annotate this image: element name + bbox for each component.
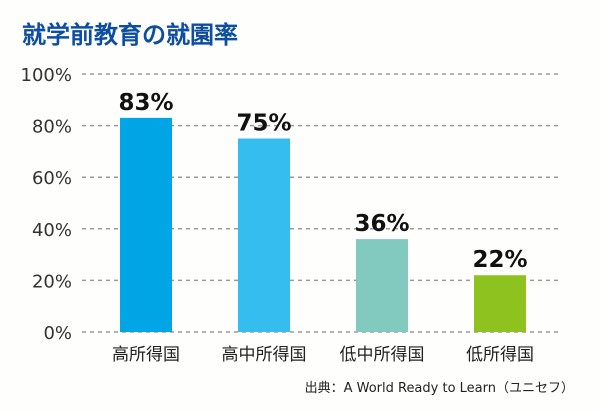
- x-tick-label: 高所得国: [112, 345, 180, 365]
- source-note: 出典：A World Ready to Learn（ユニセフ）: [305, 381, 574, 396]
- y-tick-label: 40%: [32, 220, 72, 241]
- y-tick-label: 80%: [32, 117, 72, 138]
- y-tick-label: 100%: [21, 65, 72, 86]
- x-axis-ticks: 高所得国 高中所得国 低中所得国 低所得国: [112, 345, 534, 365]
- bar: [238, 138, 290, 332]
- chart-title: 就学前教育の就園率: [22, 21, 238, 49]
- data-label: 22%: [472, 247, 527, 273]
- bars: [120, 117, 526, 332]
- bar: [356, 239, 408, 332]
- bar: [120, 117, 172, 332]
- data-label: 75%: [236, 111, 291, 137]
- data-label: 36%: [354, 211, 409, 237]
- y-tick-label: 0%: [43, 323, 72, 344]
- x-tick-label: 低中所得国: [340, 345, 425, 365]
- x-tick-label: 低所得国: [466, 345, 534, 365]
- y-tick-label: 60%: [32, 168, 72, 189]
- y-tick-label: 20%: [32, 271, 72, 292]
- x-tick-label: 高中所得国: [222, 345, 307, 365]
- bar: [474, 275, 526, 332]
- data-label: 83%: [118, 90, 173, 116]
- y-axis-ticks: 0% 20% 40% 60% 80% 100%: [21, 65, 72, 344]
- data-labels: 83% 75% 36% 22%: [118, 90, 527, 273]
